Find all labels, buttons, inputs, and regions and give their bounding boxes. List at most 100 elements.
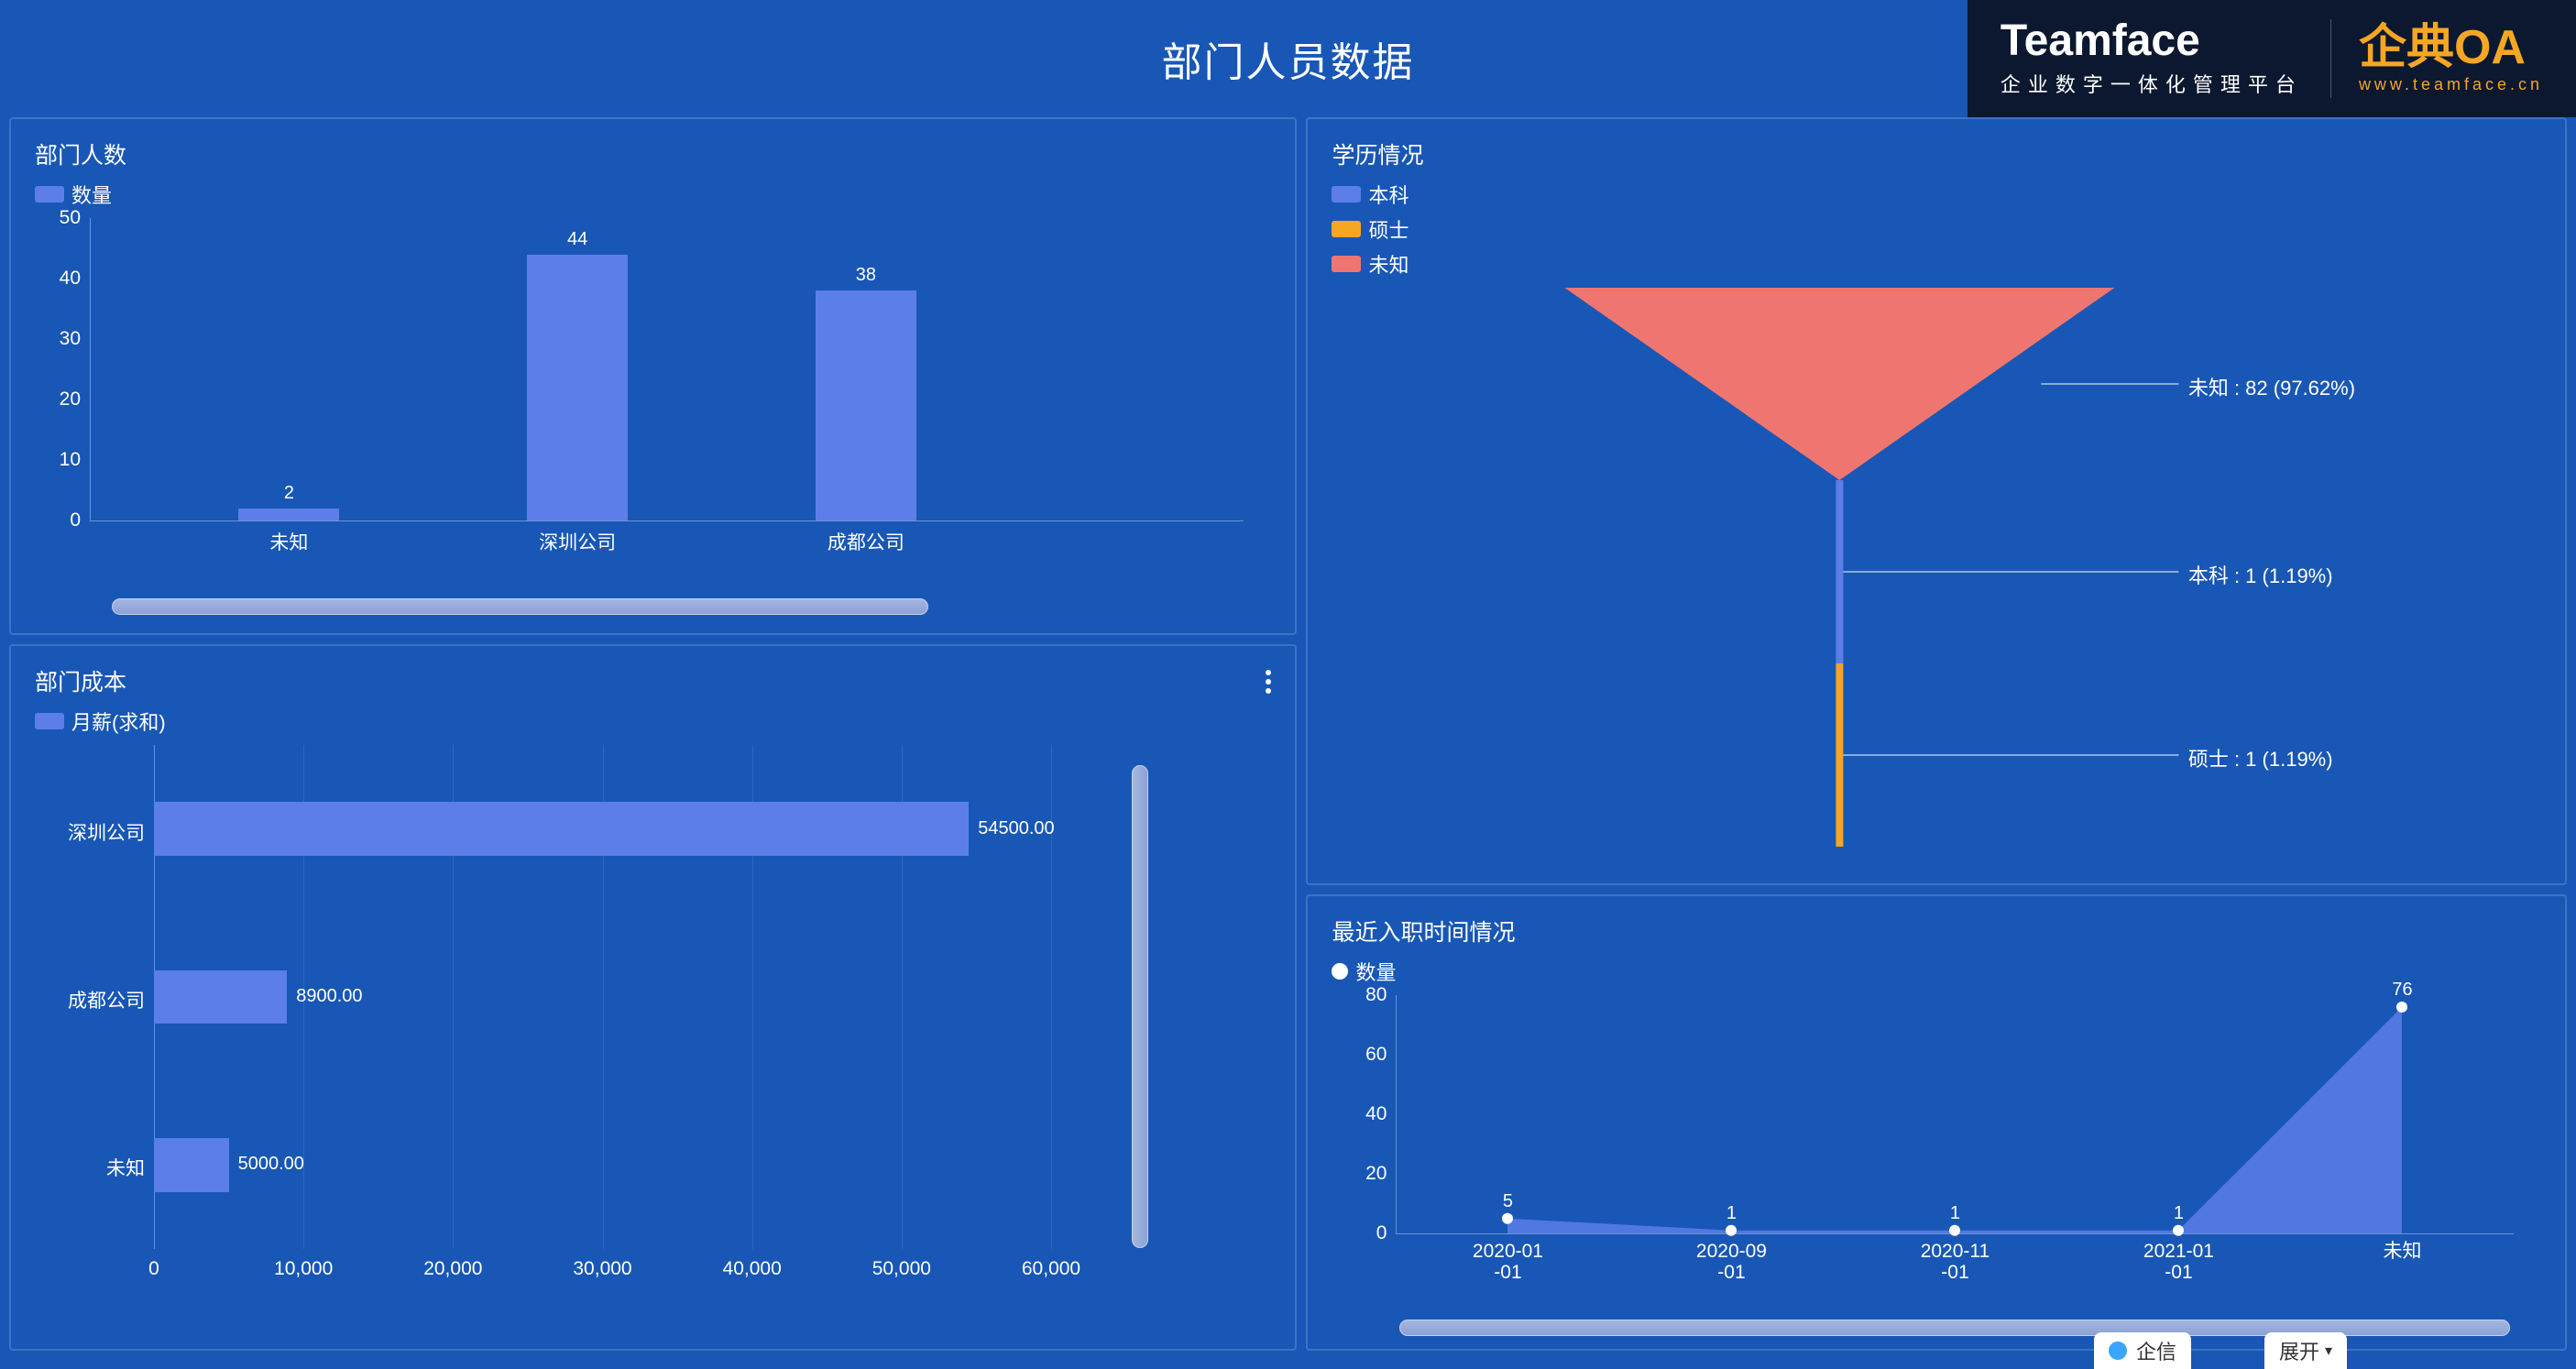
data-point[interactable] — [1726, 1225, 1737, 1236]
panel-c-title: 部门成本 — [35, 664, 1271, 697]
y-tick-label: 40 — [1345, 1103, 1387, 1125]
legend-item[interactable]: 月薪(求和) — [35, 706, 1271, 736]
point-value-label: 5 — [1489, 1191, 1526, 1212]
chat-expand-label: 展开 — [2279, 1336, 2319, 1365]
legend-swatch-icon — [35, 713, 64, 729]
bar-value-label: 54500.00 — [978, 818, 1054, 839]
logo-box: Teamface 企业数字一体化管理平台 企典OA www.teamface.c… — [1968, 0, 2576, 117]
funnel-label: 未知 : 82 (97.62%) — [2188, 372, 2355, 401]
x-tick-label: 50,000 — [865, 1258, 938, 1280]
x-tick-label: 2020-11 -01 — [1891, 1241, 2019, 1283]
x-tick-label: 40,000 — [716, 1258, 789, 1280]
x-tick-label: 2021-01 -01 — [2114, 1241, 2242, 1283]
bar-value-label: 5000.00 — [238, 1154, 304, 1175]
legend-swatch-icon — [1332, 221, 1361, 237]
legend-item[interactable]: 硕士 — [1332, 214, 2541, 244]
data-point[interactable] — [1502, 1213, 1513, 1224]
logo-left: Teamface 企业数字一体化管理平台 — [2001, 19, 2331, 98]
chat-expand[interactable]: 展开 ▾ — [2264, 1332, 2347, 1369]
data-point[interactable] — [2173, 1225, 2184, 1236]
y-tick-label: 40 — [44, 268, 81, 290]
legend-swatch-icon — [1332, 256, 1361, 272]
y-tick-label: 未知 — [44, 1154, 145, 1181]
page-title: 部门人员数据 — [1162, 29, 1415, 88]
funnel-segment[interactable] — [1565, 288, 2115, 480]
bar-value-label: 8900.00 — [296, 986, 362, 1007]
funnel-label: 硕士 : 1 (1.19%) — [2188, 743, 2333, 772]
panel-onboarding: 最近入职时间情况 数量 0 20 40 60 80 5 1 1 1 76 2020-01 -01 20… — [1306, 894, 2567, 1351]
legend-label: 本科 — [1368, 180, 1409, 209]
bar[interactable] — [154, 802, 969, 856]
chat-widget[interactable]: 企信 — [2094, 1332, 2191, 1369]
y-tick-label: 80 — [1345, 984, 1387, 1006]
more-icon[interactable] — [1266, 670, 1271, 694]
panel-b-title: 学历情况 — [1332, 137, 2541, 170]
y-tick-label: 60 — [1345, 1044, 1387, 1066]
logo-suite: 企典OA — [2359, 24, 2526, 71]
x-tick-label: 10,000 — [267, 1258, 340, 1280]
y-tick-label: 10 — [44, 449, 81, 471]
scrollbar-v[interactable] — [1132, 765, 1148, 1248]
x-tick-label: 30,000 — [566, 1258, 640, 1280]
bar[interactable] — [154, 970, 287, 1024]
bar[interactable] — [154, 1138, 229, 1192]
logo-url: www.teamface.cn — [2359, 75, 2543, 94]
legend-item[interactable]: 数量 — [35, 180, 1271, 209]
funnel-segment[interactable] — [1836, 480, 1844, 663]
y-tick-label: 0 — [44, 509, 81, 531]
chat-icon — [2109, 1342, 2127, 1360]
legend-item[interactable]: 数量 — [1332, 957, 2541, 986]
chart-b[interactable]: 未知 : 82 (97.62%) 本科 : 1 (1.19%) 硕士 : 1 (1.… — [1332, 288, 2541, 885]
y-tick-label: 20 — [44, 389, 81, 411]
point-value-label: 76 — [2384, 980, 2420, 1001]
panel-d-title: 最近入职时间情况 — [1332, 914, 2541, 947]
bar[interactable] — [527, 255, 628, 520]
point-value-label: 1 — [1713, 1203, 1749, 1224]
logo-brand: Teamface — [2001, 19, 2200, 63]
logo-brand-sub: 企业数字一体化管理平台 — [2001, 69, 2303, 98]
panel-dept-cost: 部门成本 月薪(求和) 010,00020,00030,00040,00050,… — [9, 644, 1297, 1351]
funnel-label: 本科 : 1 (1.19%) — [2188, 560, 2333, 589]
area-fill[interactable] — [1507, 1007, 2402, 1233]
bar[interactable] — [816, 290, 916, 520]
legend-label: 硕士 — [1368, 214, 1409, 244]
y-tick-label: 成都公司 — [44, 986, 145, 1013]
panel-b-legend: 本科硕士未知 — [1332, 180, 2541, 279]
bar-value-label: 2 — [261, 483, 316, 504]
legend-item[interactable]: 本科 — [1332, 180, 2541, 209]
funnel-segment[interactable] — [1836, 663, 1844, 847]
header: 部门人员数据 Teamface 企业数字一体化管理平台 企典OA www.tea… — [0, 0, 2576, 117]
panel-d-legend: 数量 — [1332, 957, 2541, 986]
panel-education: 学历情况 本科硕士未知 未知 : 82 (97.62%) 本科 : 1 (1.19… — [1306, 117, 2567, 885]
scrollbar-h[interactable] — [112, 598, 928, 615]
legend-label: 数量 — [71, 180, 112, 209]
point-value-label: 1 — [1936, 1203, 1973, 1224]
chart-d[interactable]: 0204060805111762020-01 -012020-09 -01202… — [1396, 995, 2514, 1288]
y-tick-label: 20 — [1345, 1163, 1387, 1185]
legend-swatch-icon — [35, 186, 64, 203]
x-tick-label: 未知 — [234, 528, 344, 555]
legend-swatch-icon — [1332, 186, 1361, 203]
y-tick-label: 深圳公司 — [44, 818, 145, 846]
point-value-label: 1 — [2160, 1203, 2197, 1224]
y-tick-label: 0 — [1345, 1222, 1387, 1244]
panel-a-legend: 数量 — [35, 180, 1271, 209]
x-tick-label: 未知 — [2338, 1241, 2466, 1262]
x-tick-label: 20,000 — [416, 1258, 489, 1280]
x-tick-label: 2020-09 -01 — [1667, 1241, 1795, 1283]
chart-a[interactable]: 010203040502未知44深圳公司38成都公司 — [90, 218, 1244, 557]
chart-c[interactable]: 010,00020,00030,00040,00050,00060,000545… — [154, 745, 1216, 1295]
x-tick-label: 2020-01 -01 — [1443, 1241, 1572, 1283]
bar[interactable] — [238, 509, 339, 520]
y-tick-label: 30 — [44, 328, 81, 350]
legend-label: 月薪(求和) — [71, 706, 166, 736]
chevron-down-icon: ▾ — [2325, 1342, 2332, 1360]
x-tick-label: 60,000 — [1014, 1258, 1088, 1280]
legend-item[interactable]: 未知 — [1332, 249, 2541, 279]
data-point[interactable] — [2396, 1002, 2407, 1013]
bar-value-label: 38 — [839, 265, 893, 286]
data-point[interactable] — [1949, 1225, 1960, 1236]
panel-dept-headcount: 部门人数 数量 010203040502未知44深圳公司38成都公司 — [9, 117, 1297, 635]
legend-label: 未知 — [1368, 249, 1409, 279]
x-tick-label: 深圳公司 — [522, 528, 632, 555]
